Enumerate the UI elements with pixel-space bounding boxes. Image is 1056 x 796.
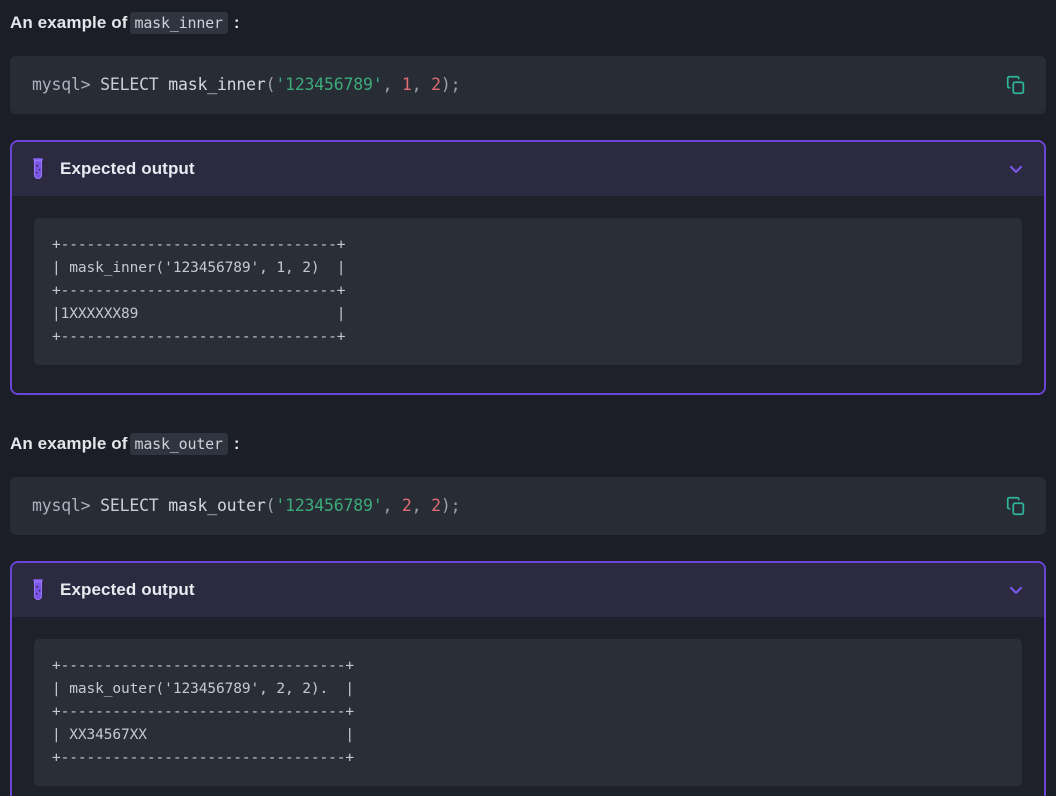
sql-number-arg-1: 2 (401, 496, 412, 515)
sql-number-arg-1: 1 (401, 75, 412, 94)
expected-output-title-1: Expected output (60, 159, 195, 178)
sql-function-name: mask_outer (168, 496, 266, 515)
mysql-prompt: mysql> (32, 75, 101, 94)
expected-output-body-1: +--------------------------------+ | mas… (12, 196, 1044, 393)
expected-output-header-1[interactable]: Expected output (12, 142, 1044, 196)
arg-separator-2: , (411, 75, 432, 94)
sql-function-name: mask_inner (168, 75, 266, 94)
code-line: mysql> SELECT mask_outer('123456789', 2,… (32, 495, 461, 517)
mysql-prompt: mysql> (32, 496, 101, 515)
heading-colon: : (233, 434, 240, 453)
sql-string-arg: '123456789' (275, 496, 383, 515)
open-paren: ( (265, 496, 276, 515)
sql-keyword-select: SELECT (100, 75, 169, 94)
heading-lead-text: An example of (10, 13, 128, 32)
expected-output-panel-2: Expected output +-----------------------… (10, 561, 1046, 796)
chevron-down-icon[interactable] (1006, 580, 1026, 600)
arg-separator-1: , (382, 496, 402, 515)
copy-icon[interactable] (1004, 73, 1028, 97)
arg-separator-2: , (411, 496, 432, 515)
test-tube-icon (28, 157, 48, 181)
arg-separator-1: , (382, 75, 402, 94)
statement-terminator: ); (440, 75, 461, 94)
expected-output-table-2: +---------------------------------+ | ma… (34, 639, 1022, 786)
inline-code-mask-outer: mask_outer (129, 433, 228, 455)
sql-string-arg: '123456789' (275, 75, 383, 94)
section-heading-mask-inner: An example of mask_inner : (10, 12, 1046, 34)
expected-output-header-2[interactable]: Expected output (12, 563, 1044, 617)
chevron-down-icon[interactable] (1006, 159, 1026, 179)
expected-output-table-1: +--------------------------------+ | mas… (34, 218, 1022, 365)
sql-number-arg-2: 2 (431, 75, 441, 94)
code-block-mask-inner: mysql> SELECT mask_inner('123456789', 1,… (10, 56, 1046, 114)
code-block-mask-outer: mysql> SELECT mask_outer('123456789', 2,… (10, 477, 1046, 535)
sql-keyword-select: SELECT (100, 496, 169, 515)
test-tube-icon (28, 578, 48, 602)
open-paren: ( (265, 75, 276, 94)
expected-output-panel-1: Expected output +-----------------------… (10, 140, 1046, 395)
heading-colon: : (233, 13, 240, 32)
inline-code-mask-inner: mask_inner (129, 12, 228, 34)
sql-number-arg-2: 2 (431, 496, 441, 515)
heading-lead-text: An example of (10, 434, 128, 453)
expected-output-title-2: Expected output (60, 580, 195, 599)
copy-icon[interactable] (1004, 494, 1028, 518)
code-line: mysql> SELECT mask_inner('123456789', 1,… (32, 74, 461, 96)
expected-output-body-2: +---------------------------------+ | ma… (12, 617, 1044, 796)
section-heading-mask-outer: An example of mask_outer : (10, 433, 1046, 455)
statement-terminator: ); (440, 496, 461, 515)
